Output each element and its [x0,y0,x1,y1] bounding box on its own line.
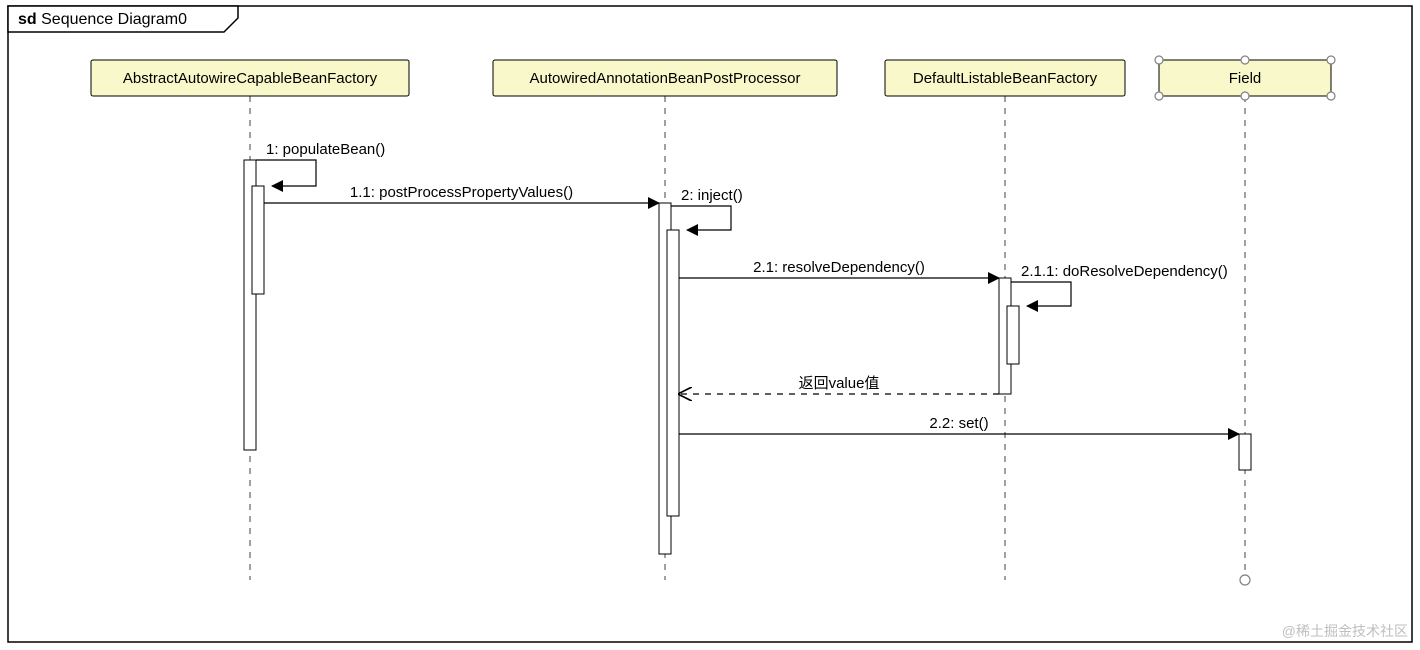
watermark: @稀土掘金技术社区 [1282,623,1408,639]
message-self-2 [671,206,731,230]
selection-handle[interactable] [1327,56,1335,64]
participant-label-p4: Field [1229,70,1262,87]
sequence-diagram: sd Sequence Diagram0 AbstractAutowireCapa… [0,0,1420,650]
selection-handle[interactable] [1155,56,1163,64]
message-label-4: 2.1.1: doResolveDependency() [1021,263,1228,280]
message-label-5: 返回value值 [799,375,880,392]
activation-p4-6 [1239,434,1251,470]
participant-label-p1: AbstractAutowireCapableBeanFactory [123,70,378,87]
activation-p2-3 [667,230,679,516]
message-label-1: 1.1: postProcessPropertyValues() [350,184,573,201]
message-label-6: 2.2: set() [929,415,988,432]
selection-handle[interactable] [1327,92,1335,100]
selection-handle[interactable] [1155,92,1163,100]
message-self-4 [1011,282,1071,306]
participant-label-p2: AutowiredAnnotationBeanPostProcessor [530,70,801,87]
message-label-3: 2.1: resolveDependency() [753,259,925,276]
diagram-frame [8,6,1412,642]
message-label-2: 2: inject() [681,187,743,204]
selection-handle[interactable] [1241,92,1249,100]
frame-title: sd Sequence Diagram0 [18,11,187,28]
activation-p3-5 [1007,306,1019,364]
lifeline-end-handle[interactable] [1240,575,1250,585]
message-self-0 [256,160,316,186]
activation-p1-1 [252,186,264,294]
message-label-0: 1: populateBean() [266,141,385,158]
selection-handle[interactable] [1241,56,1249,64]
participant-label-p3: DefaultListableBeanFactory [913,70,1098,87]
